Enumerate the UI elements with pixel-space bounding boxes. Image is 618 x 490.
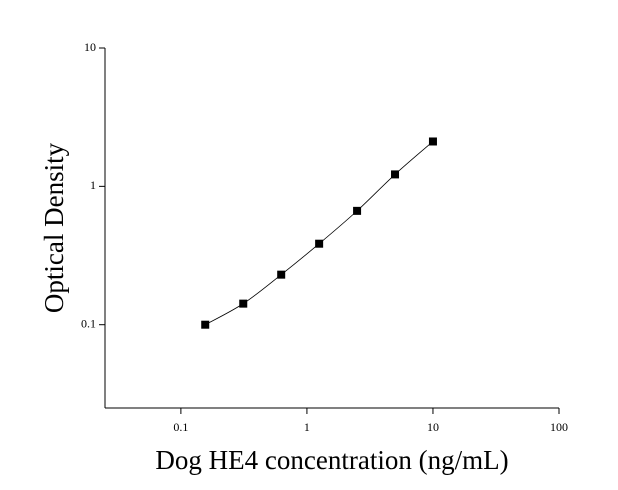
y-tick-label: 1 bbox=[90, 178, 96, 192]
x-tick-label: 10 bbox=[427, 420, 439, 434]
point bbox=[239, 299, 248, 308]
fit-line bbox=[205, 141, 434, 326]
point bbox=[201, 320, 210, 329]
point bbox=[353, 206, 362, 215]
x-tick-label: 1 bbox=[304, 420, 310, 434]
point bbox=[315, 239, 324, 248]
y-tick-label: 0.1 bbox=[81, 316, 96, 330]
y-axis-title: Optical Density bbox=[39, 142, 69, 313]
x-tick-label: 0.1 bbox=[173, 420, 188, 434]
y-tick-label: 10 bbox=[84, 40, 96, 54]
point bbox=[428, 137, 437, 146]
point bbox=[391, 170, 400, 179]
point bbox=[277, 270, 286, 279]
x-axis-title: Dog HE4 concentration (ng/mL) bbox=[155, 445, 508, 475]
x-tick-label: 100 bbox=[550, 420, 568, 434]
